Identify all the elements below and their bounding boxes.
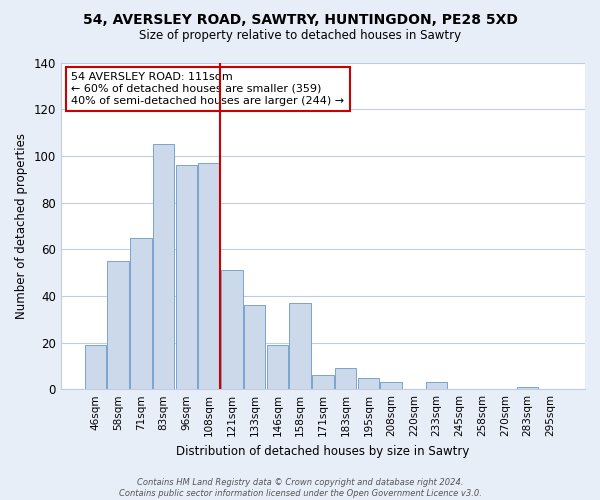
Bar (221, 270, 243, 389)
Bar (176, 165, 197, 389)
Bar (312, 375, 334, 389)
Bar (358, 378, 379, 389)
Text: 54 AVERSLEY ROAD: 111sqm
← 60% of detached houses are smaller (359)
40% of semi-: 54 AVERSLEY ROAD: 111sqm ← 60% of detach… (71, 72, 344, 106)
Bar (85, 345, 106, 389)
Bar (426, 382, 448, 389)
Text: Size of property relative to detached houses in Sawtry: Size of property relative to detached ho… (139, 29, 461, 42)
Bar (107, 261, 129, 389)
Bar (199, 163, 220, 389)
Y-axis label: Number of detached properties: Number of detached properties (15, 133, 28, 319)
Bar (244, 305, 265, 389)
Bar (266, 345, 288, 389)
X-axis label: Distribution of detached houses by size in Sawtry: Distribution of detached houses by size … (176, 444, 470, 458)
Bar (335, 368, 356, 389)
Bar (380, 382, 402, 389)
Text: 54, AVERSLEY ROAD, SAWTRY, HUNTINGDON, PE28 5XD: 54, AVERSLEY ROAD, SAWTRY, HUNTINGDON, P… (83, 12, 517, 26)
Bar (517, 387, 538, 389)
Text: Contains HM Land Registry data © Crown copyright and database right 2024.
Contai: Contains HM Land Registry data © Crown c… (119, 478, 481, 498)
Bar (153, 144, 175, 389)
Bar (130, 238, 152, 389)
Bar (289, 303, 311, 389)
